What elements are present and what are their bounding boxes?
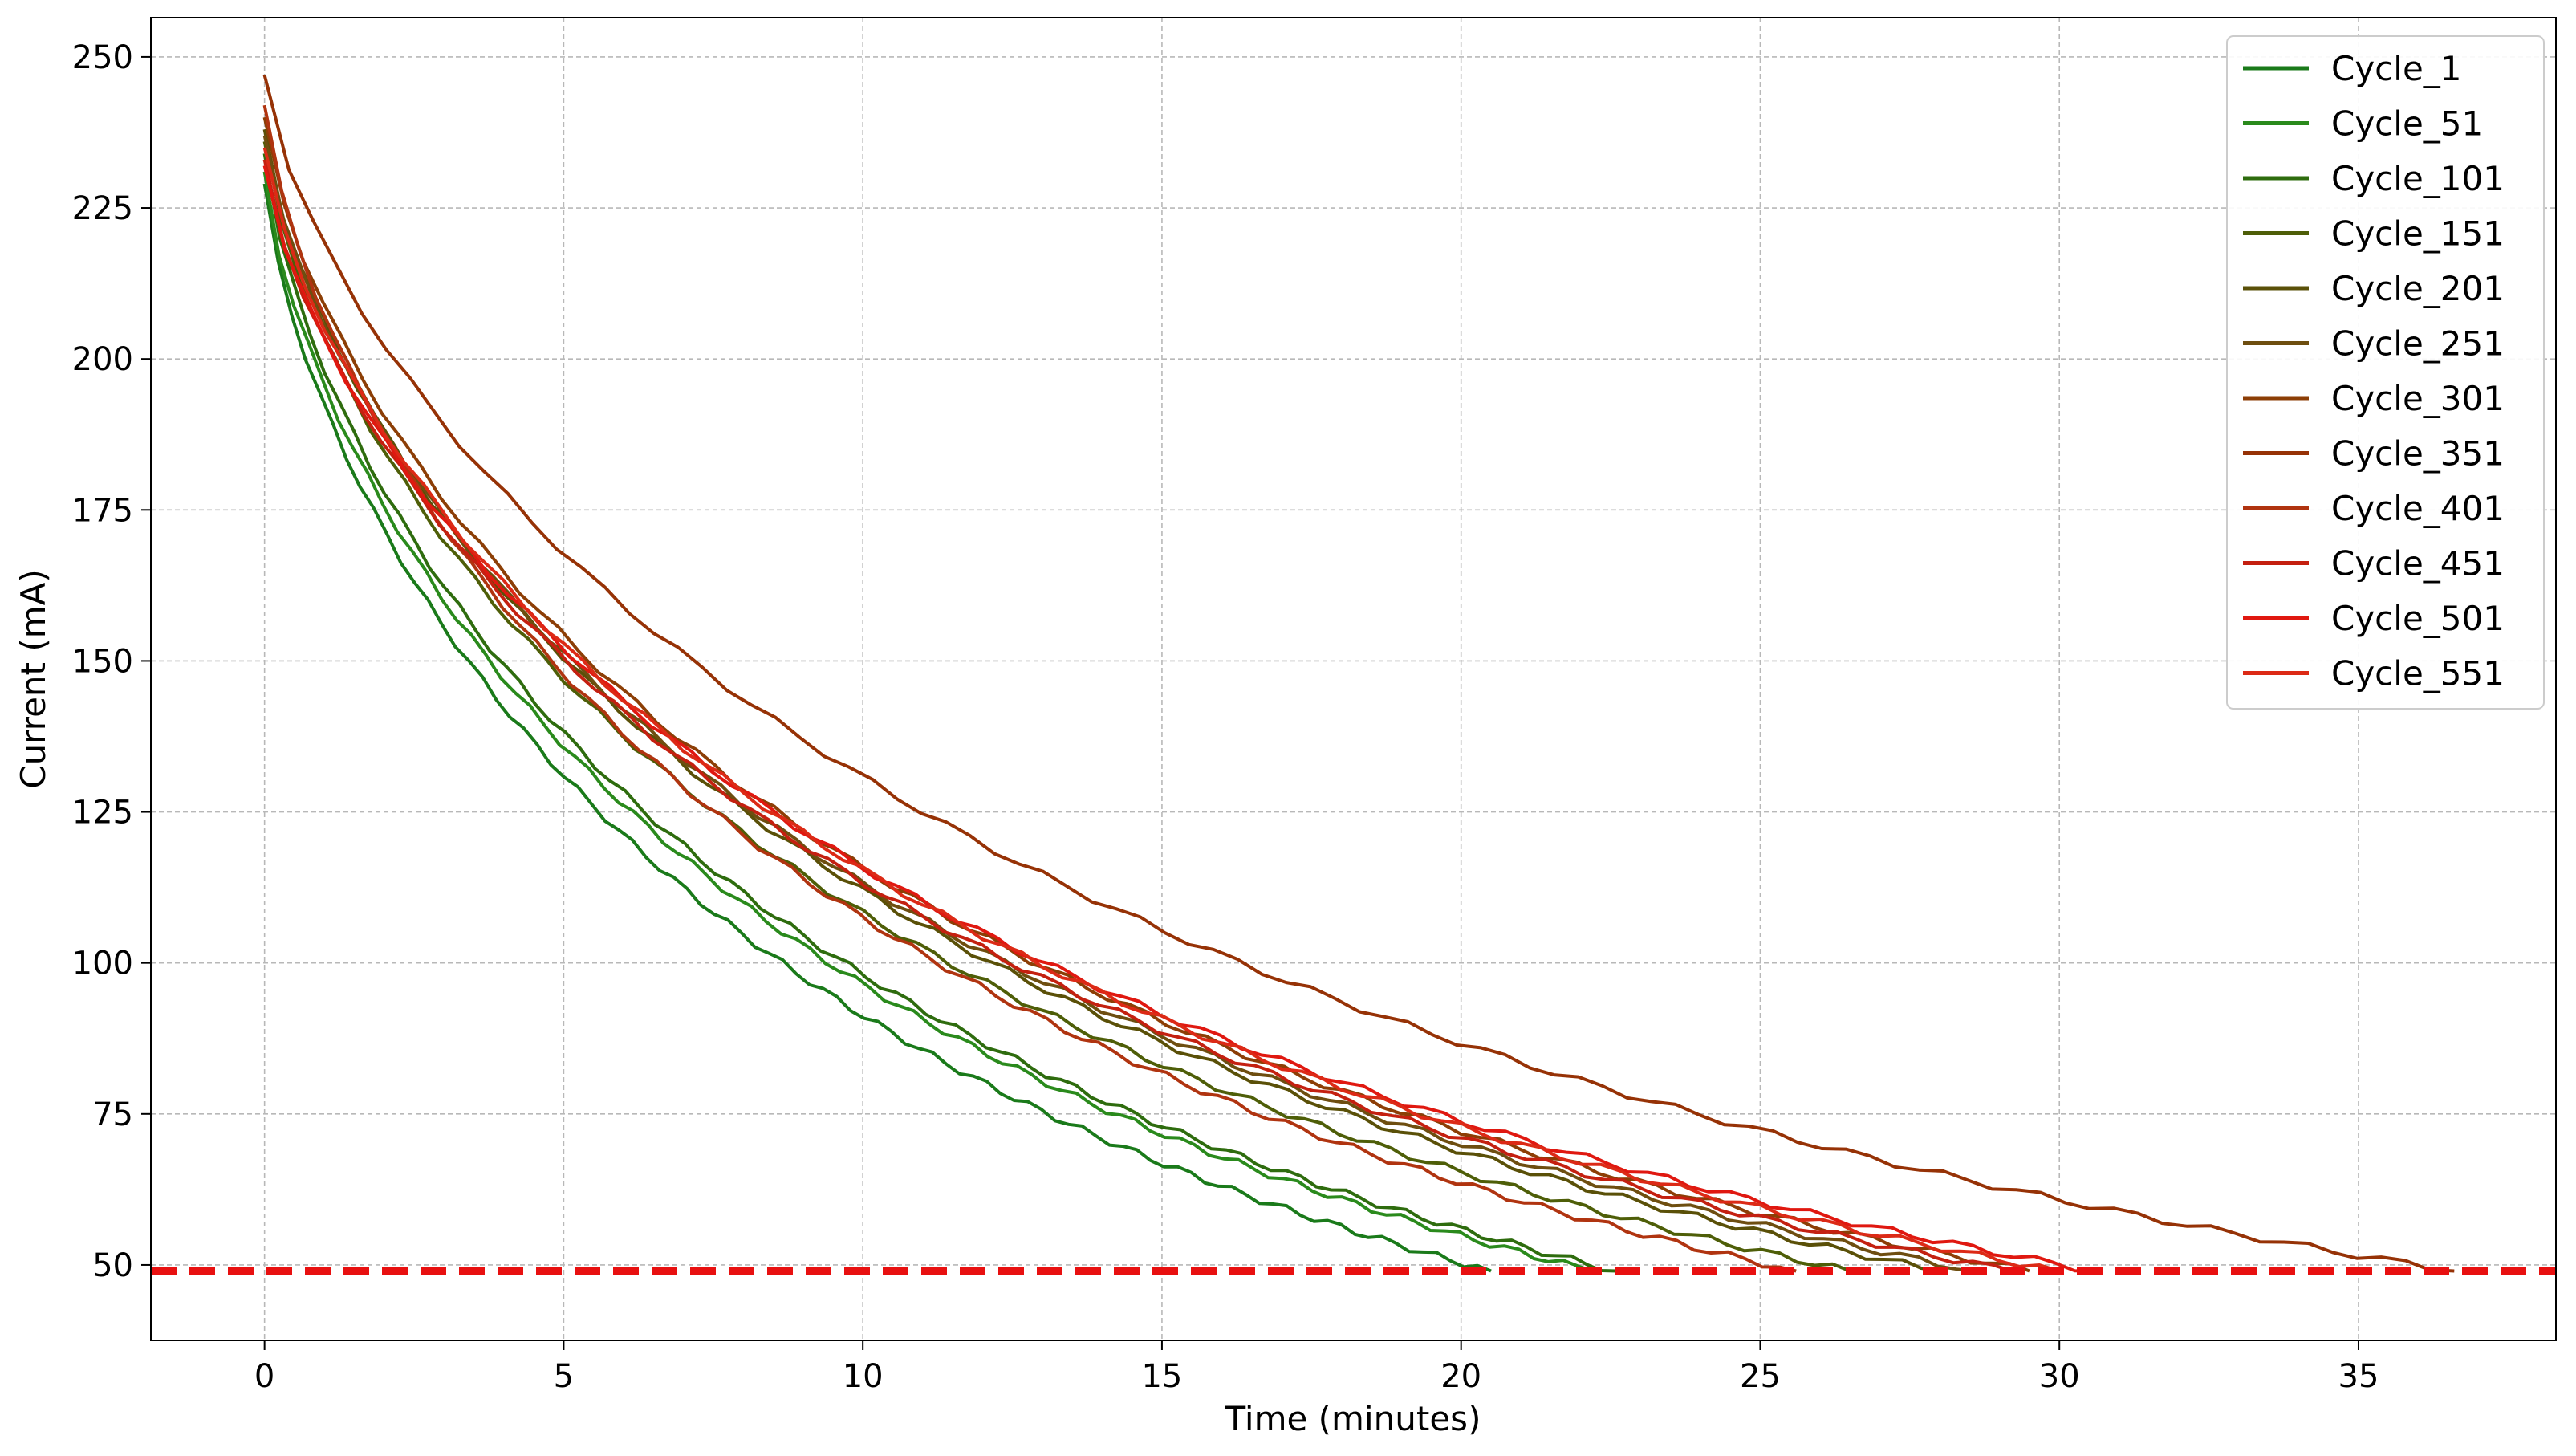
legend-label: Cycle_201 — [2331, 269, 2505, 308]
x-tick-label: 10 — [843, 1358, 884, 1395]
series-line-cycle-1 — [262, 183, 1492, 1273]
legend-label: Cycle_301 — [2331, 379, 2505, 418]
y-tick-label: 200 — [72, 341, 133, 378]
x-tick-label: 15 — [1141, 1358, 1182, 1395]
x-tick-label: 30 — [2039, 1358, 2080, 1395]
x-tick-label: 0 — [254, 1358, 274, 1395]
legend-label: Cycle_551 — [2331, 654, 2505, 693]
x-axis: 0 5 10 15 20 25 30 35 — [254, 1340, 2379, 1395]
y-axis: 50 75 100 125 150 175 200 225 250 — [72, 39, 151, 1284]
y-tick-label: 75 — [92, 1096, 133, 1133]
x-tick-label: 20 — [1440, 1358, 1481, 1395]
x-tick-label: 5 — [554, 1358, 574, 1395]
legend: Cycle_1 Cycle_51 Cycle_101 Cycle_151 Cycle_2… — [2226, 35, 2545, 710]
series-layer — [262, 75, 2455, 1273]
legend-label: Cycle_151 — [2331, 214, 2505, 254]
plot-area — [151, 18, 2556, 1340]
y-tick-label: 150 — [72, 643, 133, 680]
legend-label: Cycle_251 — [2331, 324, 2505, 364]
series-line-cycle-551 — [262, 147, 2060, 1273]
plot-frame — [150, 17, 2557, 1341]
y-tick-label: 100 — [72, 946, 133, 982]
y-tick-label: 125 — [72, 795, 133, 832]
legend-label: Cycle_501 — [2331, 599, 2505, 638]
legend-label: Cycle_351 — [2331, 434, 2505, 474]
legend-label: Cycle_1 — [2331, 49, 2462, 88]
series-line-cycle-451 — [262, 159, 2013, 1273]
x-tick-label: 35 — [2338, 1358, 2379, 1395]
y-tick-label: 225 — [72, 190, 133, 227]
y-tick-label: 250 — [72, 39, 133, 76]
series-line-cycle-351 — [262, 75, 2455, 1273]
x-tick-label: 25 — [1740, 1358, 1781, 1395]
grid — [151, 18, 2556, 1340]
legend-frame — [2226, 35, 2545, 710]
y-tick-label: 50 — [92, 1247, 133, 1284]
x-axis-label: Time (minutes) — [1225, 1399, 1481, 1438]
series-line-cycle-151 — [262, 140, 1851, 1273]
legend-label: Cycle_451 — [2331, 544, 2505, 584]
y-tick-label: 175 — [72, 492, 133, 529]
legend-label: Cycle_51 — [2331, 104, 2483, 144]
series-line-cycle-101 — [262, 153, 1617, 1273]
series-line-cycle-401 — [262, 104, 1797, 1273]
legend-label: Cycle_101 — [2331, 159, 2505, 198]
legend-label: Cycle_401 — [2331, 489, 2505, 528]
y-axis-label: Current (mA) — [14, 569, 53, 789]
series-line-cycle-51 — [262, 171, 1594, 1273]
